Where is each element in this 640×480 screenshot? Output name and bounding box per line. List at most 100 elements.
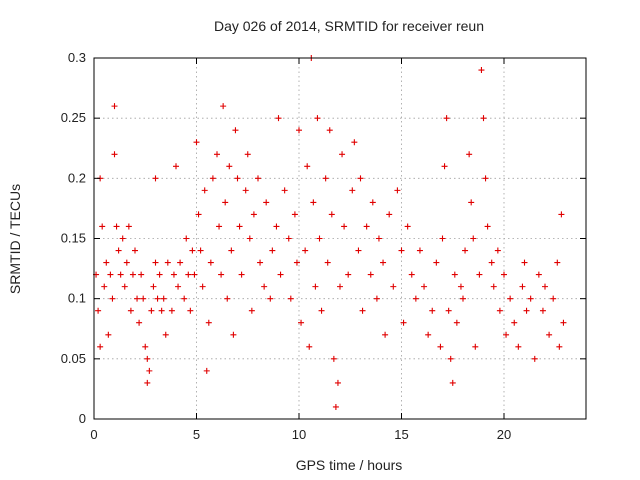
data-point [244, 151, 251, 158]
data-point [117, 271, 124, 278]
data-point [386, 211, 393, 218]
data-point [437, 343, 444, 350]
data-point [236, 223, 243, 230]
data-point [177, 259, 184, 266]
data-point [111, 151, 118, 158]
data-point [478, 67, 485, 74]
data-point [421, 283, 428, 290]
data-point [113, 223, 120, 230]
data-point [400, 319, 407, 326]
data-point [250, 211, 257, 218]
data-point [470, 235, 477, 242]
data-point [523, 307, 530, 314]
data-point [490, 283, 497, 290]
data-point [443, 115, 450, 122]
data-point [535, 271, 542, 278]
data-point [144, 355, 151, 362]
data-point [156, 271, 163, 278]
y-tick-label: 0.1 [68, 291, 86, 306]
data-point [111, 103, 118, 110]
data-point [101, 283, 108, 290]
data-point [189, 247, 196, 254]
data-point [222, 199, 229, 206]
x-axis: 0 5 10 15 20 [90, 58, 511, 442]
data-point [191, 271, 198, 278]
data-point [449, 379, 456, 386]
data-point [501, 271, 507, 278]
data-point [107, 271, 114, 278]
data-point [230, 331, 237, 338]
data-point [394, 187, 401, 194]
data-point [310, 199, 317, 206]
data-point [355, 247, 362, 254]
data-point [462, 247, 469, 254]
data-point [306, 343, 313, 350]
data-point [398, 247, 405, 254]
data-point [203, 367, 210, 374]
data-point [302, 247, 309, 254]
data-point [144, 379, 151, 386]
data-point [476, 271, 483, 278]
data-point [205, 319, 212, 326]
data-point [246, 235, 253, 242]
data-point [224, 295, 231, 302]
data-point [363, 223, 370, 230]
data-point [162, 331, 169, 338]
data-point [291, 211, 298, 218]
data-point [269, 247, 276, 254]
data-point [334, 379, 341, 386]
data-point [480, 115, 487, 122]
data-point [142, 343, 149, 350]
data-point [255, 175, 261, 182]
data-point [468, 199, 475, 206]
y-tick-label: 0.25 [61, 110, 86, 125]
data-point [357, 175, 364, 182]
grid [94, 58, 586, 419]
data-point [328, 211, 335, 218]
data-point [248, 307, 255, 314]
data-point [136, 319, 143, 326]
data-point [97, 343, 104, 350]
data-point [494, 247, 501, 254]
data-point [95, 307, 102, 314]
data-point [482, 175, 489, 182]
data-point [367, 271, 374, 278]
data-point [373, 295, 380, 302]
data-point [115, 247, 122, 254]
data-point [439, 235, 446, 242]
x-tick-label: 15 [394, 427, 408, 442]
data-point [226, 163, 233, 170]
data-point [332, 403, 339, 410]
data-point [234, 175, 241, 182]
data-point [267, 295, 274, 302]
data-point [451, 271, 458, 278]
data-point [187, 307, 194, 314]
data-point [158, 307, 165, 314]
data-point [220, 103, 227, 110]
data-point [380, 259, 387, 266]
y-tick-label: 0.05 [61, 351, 86, 366]
data-point [316, 235, 323, 242]
data-point [318, 307, 325, 314]
data-point [519, 283, 526, 290]
data-point [425, 331, 432, 338]
data-point [154, 295, 161, 302]
data-point [349, 187, 356, 194]
y-axis-label: SRMTID / TECUs [7, 184, 23, 294]
data-point [99, 223, 106, 230]
data-point [433, 259, 440, 266]
data-point [369, 199, 376, 206]
data-point [382, 331, 389, 338]
data-point [341, 223, 348, 230]
data-point [273, 223, 280, 230]
data-point [119, 235, 126, 242]
data-point [351, 139, 358, 146]
data-point [312, 283, 319, 290]
data-point [472, 343, 479, 350]
data-point [232, 127, 239, 134]
data-point [460, 295, 466, 302]
data-point [132, 247, 138, 254]
data-points [93, 55, 567, 410]
data-point [209, 175, 216, 182]
data-point [285, 235, 292, 242]
